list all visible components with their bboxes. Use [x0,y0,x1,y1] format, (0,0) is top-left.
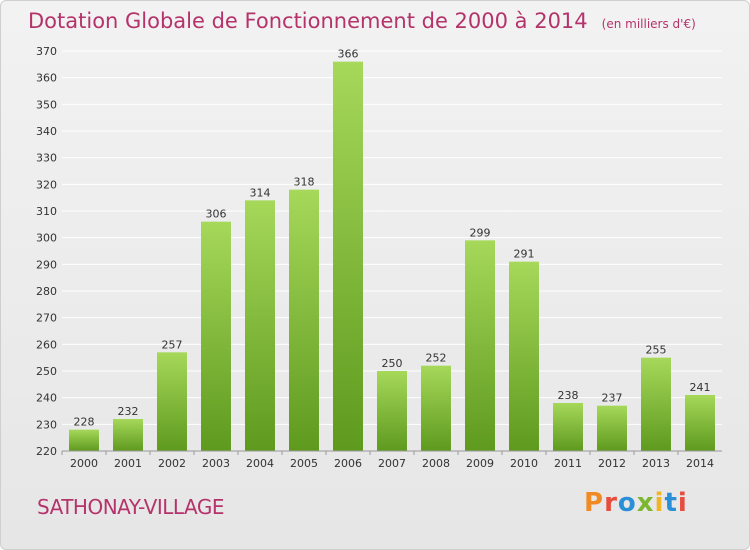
data-label-2013: 255 [646,344,667,357]
place-name: SATHONAY-VILLAGE [37,495,224,519]
bar-2003 [201,221,231,451]
y-tick-label: 240 [36,392,57,405]
x-tick-label-2014: 2014 [686,457,714,470]
x-tick-label-2006: 2006 [334,457,362,470]
data-label-2014: 241 [690,381,711,394]
bar-2002 [157,352,187,451]
title-row: Dotation Globale de Fonctionnement de 20… [28,9,696,33]
y-tick-label: 300 [36,232,57,245]
bar-2005 [289,189,319,451]
y-tick-label: 220 [36,445,57,458]
x-axis-ticks: 2000 2001 2002 2003 2004 2005 2006 2007 2008 2009… [61,451,714,470]
data-label-2005: 318 [294,176,315,189]
data-label-2010: 291 [514,248,535,261]
bar-2011 [553,403,583,451]
chart-subtitle: (en milliers d'€) [601,17,696,31]
data-label-2003: 306 [206,208,227,221]
data-label-2004: 314 [250,186,271,199]
data-label-2008: 252 [426,352,447,365]
data-label-2007: 250 [382,357,403,370]
bar-2014 [685,395,715,451]
bar-2000 [69,429,99,451]
data-label-2002: 257 [162,338,183,351]
brand-letter: i [677,488,688,518]
y-tick-label: 270 [36,312,57,325]
bar-2009 [465,240,495,451]
bar-2008 [421,365,451,451]
proxiti-logo[interactable]: Proxiti [584,488,688,518]
y-tick-label: 260 [36,338,57,351]
y-tick-label: 230 [36,418,57,431]
x-tick-label-2004: 2004 [246,457,274,470]
x-tick-label-2000: 2000 [70,457,98,470]
bar-2013 [641,357,671,451]
bar-2001 [113,419,143,451]
x-tick-label-2010: 2010 [510,457,538,470]
x-tick-label-2007: 2007 [378,457,406,470]
data-label-2012: 237 [602,392,623,405]
y-axis-ticks: 220 230 240 250 260 270 280 290 300 310 320 330 340 3… [36,45,57,458]
x-tick-label-2003: 2003 [202,457,230,470]
y-tick-label: 290 [36,258,57,271]
brand-letter: P [584,488,605,518]
y-tick-label: 330 [36,152,57,165]
x-tick-label-2005: 2005 [290,457,318,470]
y-tick-label: 320 [36,178,57,191]
bar-2004 [245,200,275,451]
data-label-2000: 228 [74,416,95,429]
y-tick-label: 370 [36,45,57,58]
bar-2010 [509,261,539,451]
x-tick-label-2001: 2001 [114,457,142,470]
bar-2006 [333,61,363,452]
bar-2012 [597,405,627,451]
y-tick-label: 280 [36,285,57,298]
data-label-2006: 366 [338,48,359,61]
y-tick-label: 310 [36,205,57,218]
brand-letter: r [604,488,618,518]
x-tick-label-2012: 2012 [598,457,626,470]
x-tick-label-2011: 2011 [554,457,582,470]
x-tick-label-2002: 2002 [158,457,186,470]
data-label-2009: 299 [470,226,491,239]
brand-letter: t [664,488,678,518]
data-label-2011: 238 [558,389,579,402]
data-labels: 228 232 257 306 314 318 366 250 252 299 291 238 237 2… [74,48,711,429]
bars [69,61,715,452]
bar-2007 [377,371,407,451]
x-tick-label-2008: 2008 [422,457,450,470]
y-tick-label: 340 [36,125,57,138]
x-tick-label-2013: 2013 [642,457,670,470]
y-tick-label: 350 [36,98,57,111]
brand-letter: o [617,488,637,518]
data-label-2001: 232 [118,405,139,418]
y-tick-label: 360 [36,72,57,85]
brand-letter: i [654,488,665,518]
brand-letter: x [636,488,655,518]
chart-title: Dotation Globale de Fonctionnement de 20… [28,9,588,33]
x-tick-label-2009: 2009 [466,457,494,470]
y-tick-label: 250 [36,365,57,378]
